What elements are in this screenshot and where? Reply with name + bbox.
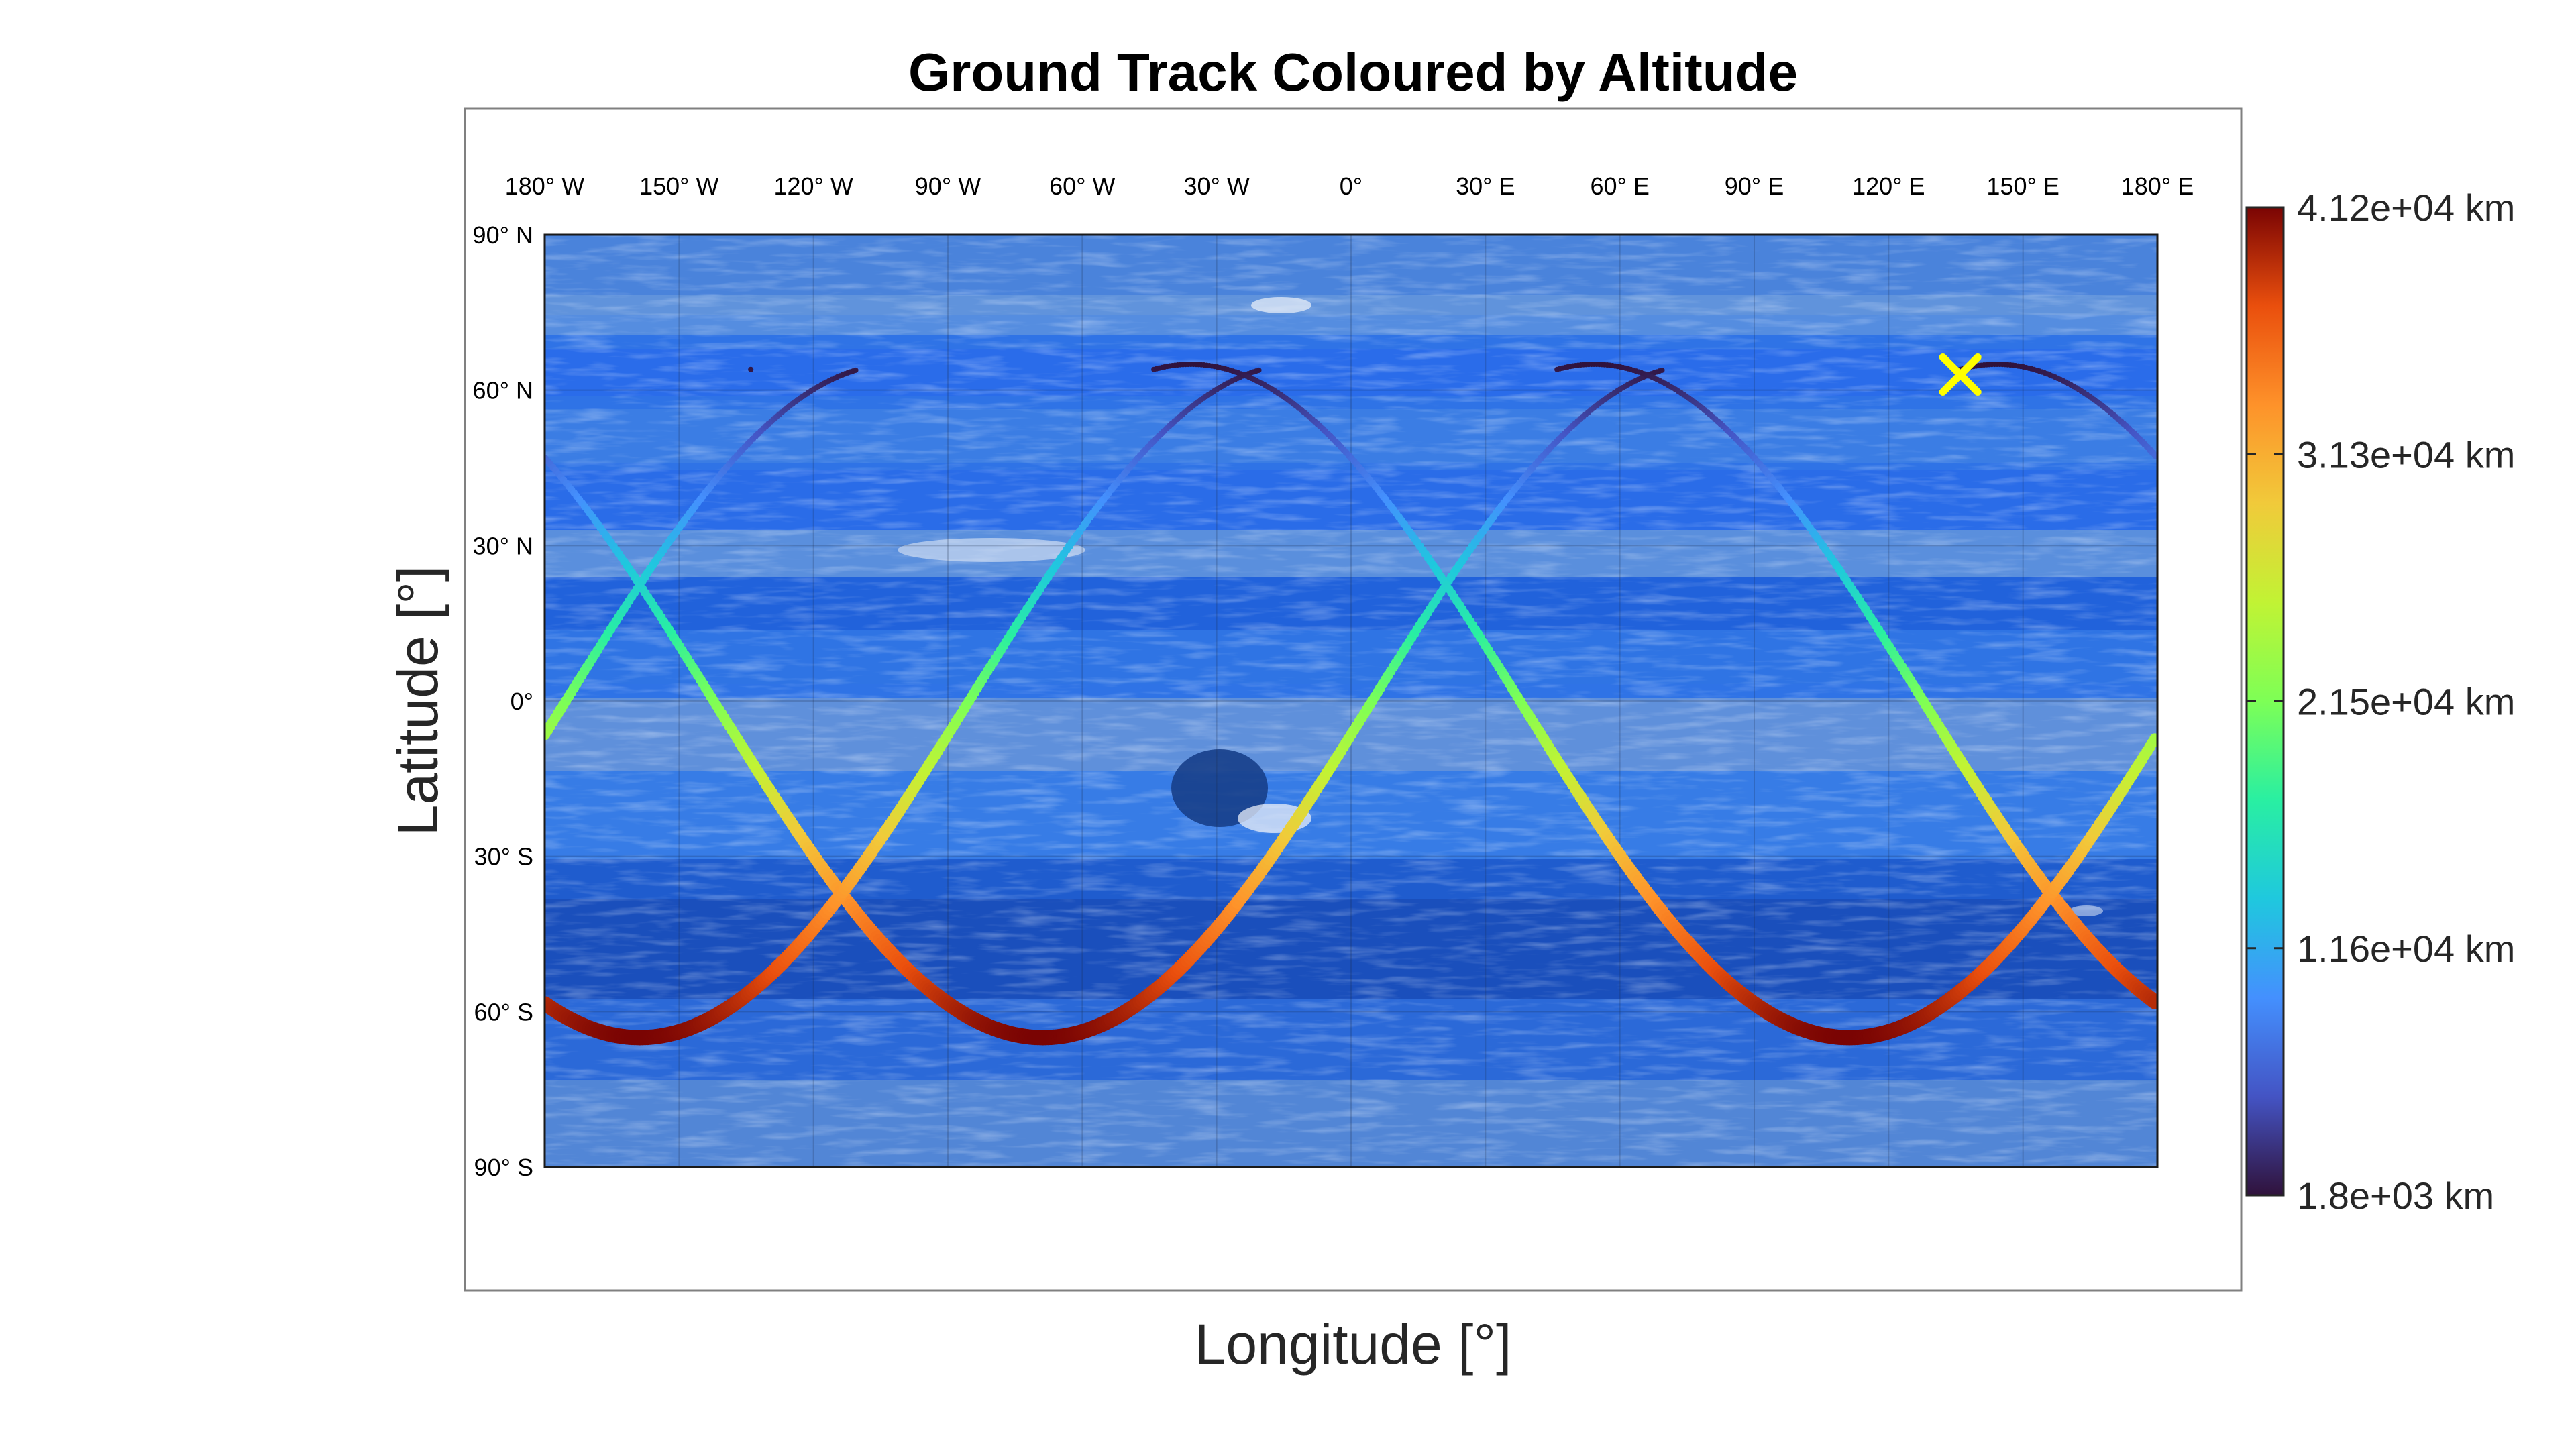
track-point (2147, 994, 2157, 1009)
x-tick-label: 150° E (1986, 172, 2059, 200)
x-tick-label: 90° E (1725, 172, 1784, 200)
colorbar-tick-labels: 4.12e+04 km 3.13e+04 km 2.15e+04 km 1.16e+0… (2247, 186, 2515, 1217)
colorbar-tick-label: 4.12e+04 km (2297, 186, 2515, 229)
y-tick-label: 60° S (474, 998, 533, 1026)
y-axis-label: Latitude [°] (386, 566, 449, 836)
track-point (2149, 733, 2157, 745)
track-point (748, 366, 754, 372)
colorbar-tick-label: 2.15e+04 km (2297, 681, 2515, 723)
x-axis-label: Longitude [°] (1195, 1313, 1512, 1376)
y-tick-label: 30° S (474, 843, 533, 871)
latitude-tick-labels: 90° N 60° N 30° N 0° 30° S 60° S 90° S (473, 221, 533, 1181)
colorbar-tick-label: 3.13e+04 km (2297, 433, 2515, 476)
x-tick-label: 180° W (505, 172, 584, 200)
colorbar-tick-label: 1.8e+03 km (2297, 1174, 2494, 1217)
track-point (2151, 452, 2157, 459)
track-point (1256, 367, 1262, 373)
x-tick-label: 180° E (2121, 172, 2194, 200)
x-tick-label: 90° W (915, 172, 981, 200)
y-tick-label: 0° (511, 687, 533, 715)
x-tick-label: 120° W (773, 172, 853, 200)
x-tick-label: 120° E (1852, 172, 1925, 200)
y-tick-label: 90° S (474, 1154, 533, 1181)
start-marker (1939, 353, 1982, 396)
longitude-tick-labels: 180° W 150° W 120° W 90° W 60° W 30° W 0° 30° E… (505, 172, 2194, 200)
chart-title: Ground Track Coloured by Altitude (908, 42, 1798, 102)
map-border (543, 233, 2159, 1168)
x-tick-label: 60° W (1049, 172, 1115, 200)
track-point (853, 367, 859, 373)
x-tick-label: 150° W (639, 172, 718, 200)
y-tick-label: 90° N (473, 221, 533, 249)
y-tick-label: 60° N (473, 377, 533, 404)
track-point (1659, 367, 1665, 373)
colorbar-tick-label: 1.16e+04 km (2297, 928, 2515, 970)
x-tick-label: 30° E (1456, 172, 1515, 200)
y-tick-label: 30° N (473, 532, 533, 559)
ground-track (545, 362, 2157, 1046)
x-tick-label: 0° (1340, 172, 1362, 200)
x-tick-label: 30° W (1183, 172, 1249, 200)
x-tick-label: 60° E (1590, 172, 1649, 200)
marker-stroke (1939, 353, 1982, 396)
